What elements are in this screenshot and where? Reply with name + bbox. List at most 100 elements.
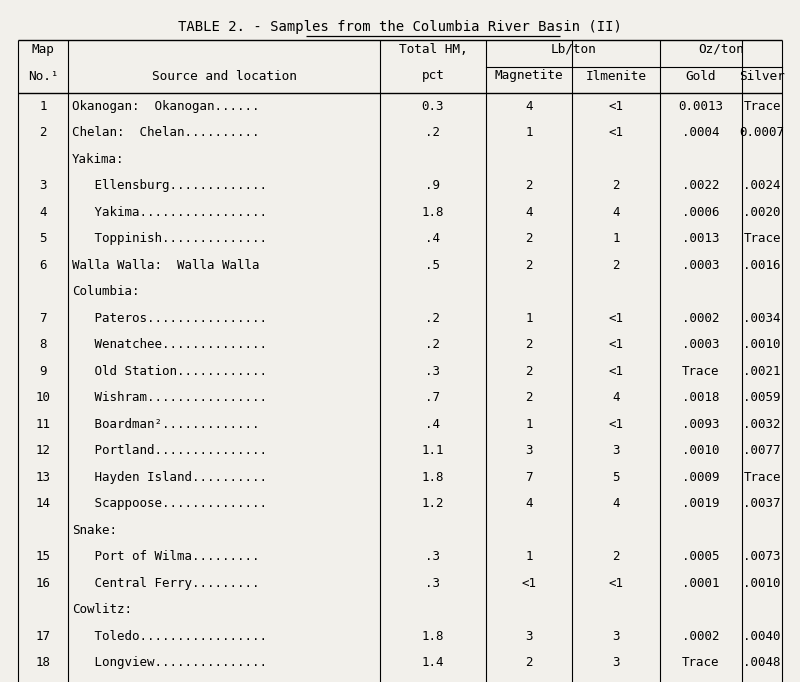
Text: 3: 3 [612, 629, 620, 642]
Text: 4: 4 [526, 497, 533, 510]
Text: 2: 2 [39, 126, 46, 139]
Text: 16: 16 [35, 577, 50, 590]
Text: 8: 8 [39, 338, 46, 351]
Text: .2: .2 [426, 126, 441, 139]
Text: 4: 4 [526, 206, 533, 219]
Text: Trace: Trace [743, 233, 781, 246]
Text: 4: 4 [612, 206, 620, 219]
Text: .0010: .0010 [743, 577, 781, 590]
Text: 6: 6 [39, 258, 46, 271]
Text: .0022: .0022 [682, 179, 720, 192]
Text: 7: 7 [526, 471, 533, 484]
Text: Toppinish..............: Toppinish.............. [72, 233, 267, 246]
Text: 1: 1 [612, 233, 620, 246]
Text: Wenatchee..............: Wenatchee.............. [72, 338, 267, 351]
Text: .0034: .0034 [743, 312, 781, 325]
Text: Old Station............: Old Station............ [72, 365, 267, 378]
Text: Yakima.................: Yakima................. [72, 206, 267, 219]
Text: <1: <1 [609, 126, 623, 139]
Text: .0048: .0048 [743, 656, 781, 669]
Text: <1: <1 [609, 418, 623, 431]
Text: 17: 17 [35, 629, 50, 642]
Text: 2: 2 [612, 179, 620, 192]
Text: .3: .3 [426, 577, 441, 590]
Text: 1: 1 [526, 312, 533, 325]
Text: .0009: .0009 [682, 471, 720, 484]
Text: .2: .2 [426, 312, 441, 325]
Text: .0073: .0073 [743, 550, 781, 563]
Text: .0024: .0024 [743, 179, 781, 192]
Text: .0077: .0077 [743, 444, 781, 457]
Text: .4: .4 [426, 233, 441, 246]
Text: 0.0013: 0.0013 [678, 100, 723, 113]
Text: .0002: .0002 [682, 312, 720, 325]
Text: 1.1: 1.1 [422, 444, 444, 457]
Text: Okanogan:  Okanogan......: Okanogan: Okanogan...... [72, 100, 259, 113]
Text: pct: pct [422, 70, 445, 83]
Text: 0.0007: 0.0007 [739, 126, 785, 139]
Text: 11: 11 [35, 418, 50, 431]
Text: Map: Map [31, 43, 54, 56]
Text: Pateros................: Pateros................ [72, 312, 267, 325]
Text: .0010: .0010 [743, 338, 781, 351]
Text: Source and location: Source and location [151, 70, 297, 83]
Text: 4: 4 [39, 206, 46, 219]
Text: <1: <1 [609, 338, 623, 351]
Text: .0016: .0016 [743, 258, 781, 271]
Text: Trace: Trace [682, 656, 720, 669]
Text: <1: <1 [609, 312, 623, 325]
Text: 18: 18 [35, 656, 50, 669]
Text: Scappoose..............: Scappoose.............. [72, 497, 267, 510]
Text: Oz/ton: Oz/ton [698, 43, 744, 56]
Text: 7: 7 [39, 312, 46, 325]
Text: Ilmenite: Ilmenite [586, 70, 646, 83]
Text: .0005: .0005 [682, 550, 720, 563]
Text: 1.8: 1.8 [422, 629, 444, 642]
Text: Trace: Trace [743, 100, 781, 113]
Text: 9: 9 [39, 365, 46, 378]
Text: Central Ferry.........: Central Ferry......... [72, 577, 259, 590]
Text: 1.2: 1.2 [422, 497, 444, 510]
Text: 2: 2 [612, 550, 620, 563]
Text: 4: 4 [526, 100, 533, 113]
Text: .0010: .0010 [682, 444, 720, 457]
Text: 10: 10 [35, 391, 50, 404]
Text: .0093: .0093 [682, 418, 720, 431]
Text: Ellensburg.............: Ellensburg............. [72, 179, 267, 192]
Text: 1: 1 [39, 100, 46, 113]
Text: .0040: .0040 [743, 629, 781, 642]
Text: 1.8: 1.8 [422, 471, 444, 484]
Text: Wishram................: Wishram................ [72, 391, 267, 404]
Text: 3: 3 [526, 629, 533, 642]
Text: 2: 2 [612, 258, 620, 271]
Text: .0059: .0059 [743, 391, 781, 404]
Text: Boardman².............: Boardman²............. [72, 418, 259, 431]
Text: Snake:: Snake: [72, 524, 117, 537]
Text: .4: .4 [426, 418, 441, 431]
Text: .0021: .0021 [743, 365, 781, 378]
Text: 0.3: 0.3 [422, 100, 444, 113]
Text: 1: 1 [526, 550, 533, 563]
Text: 1.8: 1.8 [422, 206, 444, 219]
Text: 15: 15 [35, 550, 50, 563]
Text: 5: 5 [39, 233, 46, 246]
Text: .0020: .0020 [743, 206, 781, 219]
Text: .0004: .0004 [682, 126, 720, 139]
Text: 2: 2 [526, 391, 533, 404]
Text: 1: 1 [526, 126, 533, 139]
Text: .5: .5 [426, 258, 441, 271]
Text: Total HM,: Total HM, [398, 43, 467, 56]
Text: 3: 3 [526, 444, 533, 457]
Text: .3: .3 [426, 550, 441, 563]
Text: .0006: .0006 [682, 206, 720, 219]
Text: 13: 13 [35, 471, 50, 484]
Text: .3: .3 [426, 365, 441, 378]
Text: 3: 3 [39, 179, 46, 192]
Text: Silver: Silver [739, 70, 785, 83]
Text: 1.4: 1.4 [422, 656, 444, 669]
Text: Hayden Island..........: Hayden Island.......... [72, 471, 267, 484]
Text: TABLE 2. - Samples from the Columbia River Basin (II): TABLE 2. - Samples from the Columbia Riv… [178, 20, 622, 34]
Text: Cowlitz:: Cowlitz: [72, 604, 132, 617]
Text: Yakima:: Yakima: [72, 153, 125, 166]
Text: 3: 3 [612, 444, 620, 457]
